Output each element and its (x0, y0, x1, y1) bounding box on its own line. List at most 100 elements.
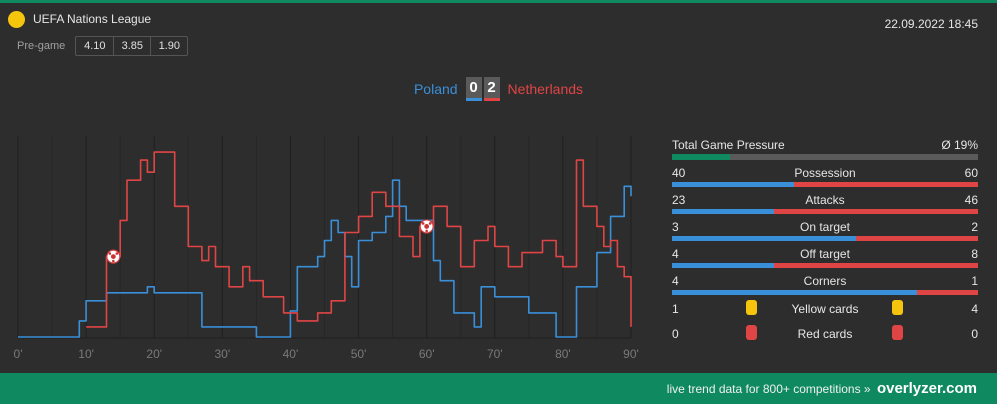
card-row-yellow-cards: 1 Yellow cards 4 (672, 297, 978, 322)
odds-box: 4.10 3.85 1.90 (75, 36, 189, 56)
league-name: UEFA Nations League (33, 12, 152, 26)
card-label: Red cards (797, 327, 853, 341)
card-away-value: 4 (971, 302, 978, 316)
odds-home[interactable]: 4.10 (84, 40, 106, 52)
stat-row-possession: 40 60 Possession (672, 160, 978, 187)
card-away-value: 0 (971, 327, 978, 341)
stat-bar-home (672, 290, 917, 295)
chart-grid (17, 136, 632, 339)
x-tick-label: 90' (623, 347, 639, 361)
goal-ball-patch (112, 259, 115, 263)
tgp-bar (672, 154, 978, 160)
x-tick-label: 50' (351, 347, 367, 361)
stat-row-off-target: 4 8 Off target (672, 241, 978, 268)
home-team-name: Poland (413, 81, 458, 97)
odds-away[interactable]: 1.90 (150, 37, 187, 55)
goal-marker (106, 249, 121, 264)
card-icon-home (746, 300, 757, 315)
x-tick-label: 60' (419, 347, 435, 361)
stat-away-value: 60 (964, 166, 978, 180)
x-tick-label: 20' (146, 347, 162, 361)
total-game-pressure: Total Game Pressure Ø 19% (672, 138, 978, 154)
stat-bar-home (672, 236, 856, 241)
pressure-chart: 0' 10' 20' 30' 40' 50' 60' 70' 80' 90' (14, 136, 639, 361)
chart-series (18, 151, 632, 338)
goal-ball-patch (110, 254, 116, 259)
stat-bar-home (672, 182, 795, 187)
stat-bar (672, 236, 978, 241)
footer-tagline: live trend data for 800+ competitions » (666, 382, 871, 396)
match-datetime: 22.09.2022 18:45 (884, 17, 978, 31)
stat-away-value: 8 (971, 247, 978, 261)
stat-row-on-target: 3 2 On target (672, 214, 978, 241)
stat-row-attacks: 23 46 Attacks (672, 187, 978, 214)
stat-bar (672, 290, 978, 295)
stats-panel: Total Game Pressure Ø 19% 40 60 Possession… (672, 138, 978, 347)
stat-away-value: 46 (964, 193, 978, 207)
footer-text[interactable]: live trend data for 800+ competitions » … (667, 380, 977, 397)
tgp-label: Total Game Pressure (672, 138, 785, 152)
league-icon (8, 10, 25, 28)
scoreline: Poland 0 2 Netherlands (0, 76, 997, 102)
chart-goals (106, 219, 434, 264)
footer-brand[interactable]: overlyzer.com (876, 380, 977, 397)
x-tick-label: 40' (283, 347, 299, 361)
card-icon-away (892, 300, 903, 315)
x-tick-label: 0' (14, 347, 23, 361)
league-header: UEFA Nations League (8, 9, 151, 29)
stat-bar-away (855, 236, 978, 241)
stat-row-corners: 4 1 Corners (672, 268, 978, 295)
card-home-value: 1 (672, 302, 679, 316)
stat-label: Corners (803, 274, 847, 288)
stat-bar-away (773, 263, 978, 268)
goal-marker (419, 219, 434, 234)
card-home-value: 0 (672, 327, 679, 341)
away-team-name: Netherlands (507, 81, 584, 97)
stat-home-value: 4 (672, 247, 679, 261)
x-tick-label: 10' (78, 347, 94, 361)
x-tick-label: 30' (215, 347, 231, 361)
goal-ball-patch (428, 222, 432, 225)
x-tick-label: 80' (555, 347, 571, 361)
stat-home-value: 4 (672, 274, 679, 288)
away-score-value: 2 (487, 79, 496, 96)
chart-x-ticks: 0' 10' 20' 30' 40' 50' 60' 70' 80' 90' (14, 347, 639, 361)
stat-label: Off target (800, 247, 850, 261)
goal-ball-patch (115, 252, 119, 255)
home-score: 0 (465, 77, 482, 101)
card-icon-home (746, 325, 757, 340)
stat-away-value: 1 (971, 274, 978, 288)
home-score-bar (465, 98, 482, 101)
stat-bar-away (794, 182, 978, 187)
card-icon-away (892, 325, 903, 340)
card-row-red-cards: 0 Red cards 0 (672, 322, 978, 347)
goal-ball-patch (421, 222, 425, 225)
stat-label: Attacks (805, 193, 845, 207)
tgp-value: Ø 19% (941, 138, 978, 152)
stat-away-value: 2 (971, 220, 978, 234)
pregame-label: Pre-game (17, 40, 66, 52)
stat-bar-away (773, 209, 978, 214)
stat-bar-home (672, 263, 774, 268)
stat-home-value: 40 (672, 166, 686, 180)
tgp-bar-fill (672, 154, 731, 160)
stat-label: On target (799, 220, 851, 234)
stat-bar (672, 182, 978, 187)
stat-home-value: 3 (672, 220, 679, 234)
footer-banner[interactable]: live trend data for 800+ competitions » … (0, 373, 997, 404)
series-line-netherlands (86, 151, 632, 328)
pregame-odds: Pre-game 4.10 3.85 1.90 (17, 36, 189, 56)
goal-ball-patch (424, 224, 430, 229)
top-accent-bar (0, 0, 997, 3)
odds-draw[interactable]: 3.85 (113, 37, 150, 55)
away-score-bar (483, 98, 500, 101)
x-tick-label: 70' (487, 347, 503, 361)
stat-bar-away (916, 290, 978, 295)
goal-ball-patch (425, 229, 428, 233)
stat-home-value: 23 (672, 193, 686, 207)
goal-ball-patch (108, 252, 112, 255)
stat-bar (672, 209, 978, 214)
stat-bar-home (672, 209, 774, 214)
home-score-value: 0 (469, 79, 478, 96)
away-score: 2 (483, 77, 500, 101)
